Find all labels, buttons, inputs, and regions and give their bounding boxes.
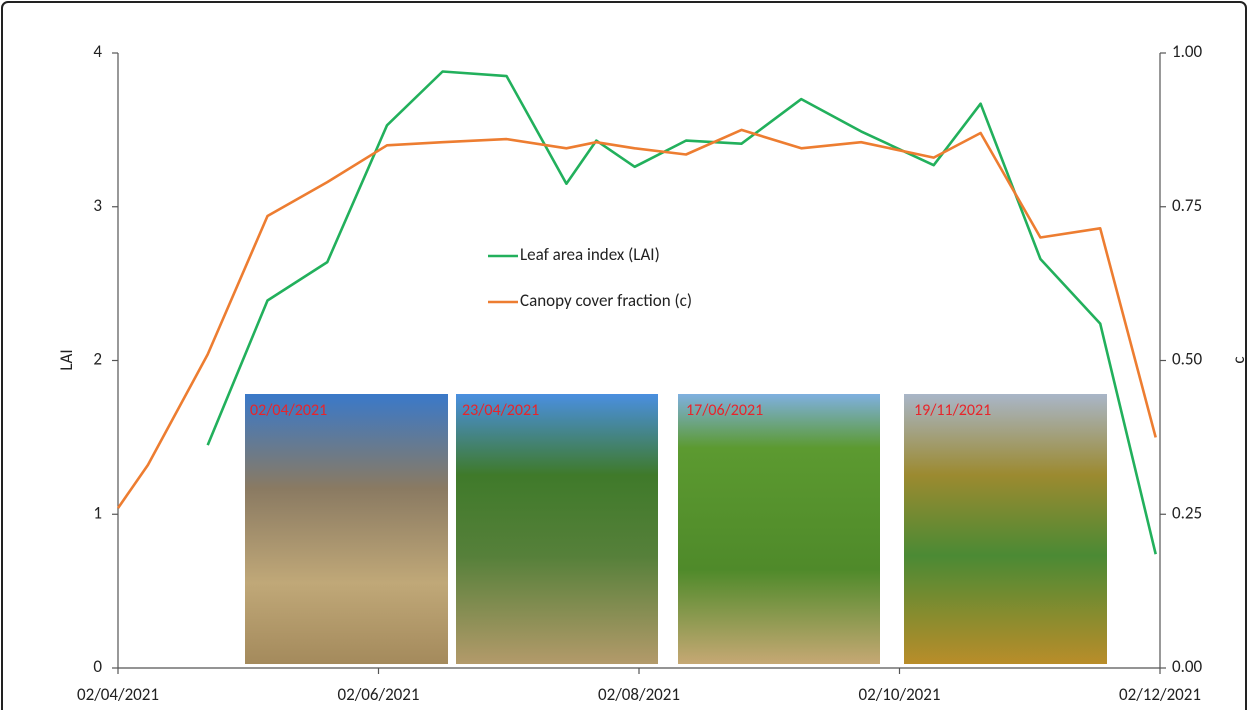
x-tick-label: 02/12/2021 (1119, 684, 1201, 705)
y-tick-label: 3 (93, 195, 102, 216)
photo-caption: 23/04/2021 (462, 401, 539, 420)
y-tick-label: 1 (93, 502, 102, 523)
photo (456, 394, 658, 664)
x-tick-label: 02/04/2021 (77, 684, 159, 705)
y-tick-label: 0 (93, 656, 102, 677)
chart: 02/04/2021 23/04/2021 17/06/2021 19/11/2… (0, 0, 1248, 710)
y-tick-label: 2 (93, 349, 102, 370)
photo (245, 394, 448, 664)
legend-label: Leaf area index (LAI) (520, 244, 660, 265)
photo (904, 394, 1107, 664)
photo-caption: 19/11/2021 (914, 401, 991, 420)
y2-axis-label: c (1228, 356, 1248, 363)
x-tick-label: 02/10/2021 (858, 684, 940, 705)
y2-tick-label: 0.50 (1172, 349, 1203, 370)
y2-tick-label: 1.00 (1172, 41, 1203, 62)
y2-tick-label: 0.00 (1172, 656, 1203, 677)
legend-label: Canopy cover fraction (c) (520, 290, 692, 311)
photo-caption: 02/04/2021 (250, 401, 327, 420)
y2-tick-label: 0.75 (1172, 195, 1202, 216)
y2-tick-label: 0.25 (1172, 502, 1202, 523)
photo (678, 394, 880, 664)
y-tick-label: 4 (93, 41, 102, 62)
x-tick-label: 02/06/2021 (337, 684, 419, 705)
y-axis-label: LAI (56, 349, 77, 370)
photo-caption: 17/06/2021 (686, 401, 763, 420)
x-tick-label: 02/08/2021 (598, 684, 680, 705)
